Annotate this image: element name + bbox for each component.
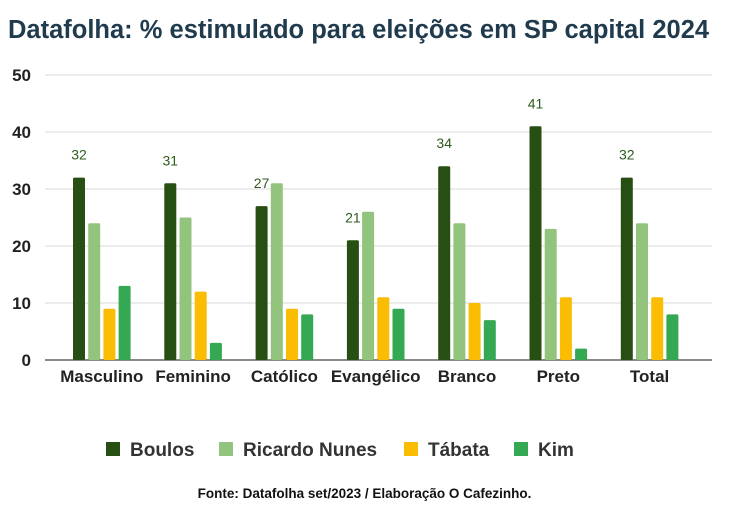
bar-boulos xyxy=(255,206,268,360)
legend-label: Ricardo Nunes xyxy=(243,440,377,461)
bar-ricardo-nunes xyxy=(453,223,466,360)
y-tick-label: 30 xyxy=(12,180,31,199)
data-label: 27 xyxy=(254,175,270,191)
bar-boulos xyxy=(346,240,359,360)
chart-title: Datafolha: % estimulado para eleições em… xyxy=(8,16,710,44)
bar-ricardo-nunes xyxy=(362,211,375,360)
source-note: Fonte: Datafolha set/2023 / Elaboração O… xyxy=(197,486,532,501)
bar-boulos xyxy=(529,126,542,360)
bar-ricardo-nunes xyxy=(88,223,101,360)
legend-swatch xyxy=(219,442,233,456)
y-tick-label: 10 xyxy=(12,294,31,313)
legend-swatch xyxy=(106,442,120,456)
data-label: 32 xyxy=(619,147,635,163)
bar-boulos xyxy=(164,183,177,360)
bar-chart: 0 10 20 30 40 50 32 31 27 21 34 41 32 Masculino Femi… xyxy=(12,66,712,461)
bar-kim xyxy=(575,348,588,360)
bar-tábata xyxy=(103,308,116,360)
x-category-label: Evangélico xyxy=(331,367,421,386)
bar-tábata xyxy=(468,303,481,360)
bar-kim xyxy=(301,314,314,360)
legend-label: Kim xyxy=(538,440,574,461)
bar-tábata xyxy=(286,308,298,360)
bar-boulos xyxy=(620,177,633,360)
bar-kim xyxy=(392,308,405,360)
data-label: 34 xyxy=(436,135,452,151)
legend-label: Tábata xyxy=(428,440,490,461)
bar-boulos xyxy=(73,177,85,360)
bar-kim xyxy=(483,320,496,360)
legend-swatch xyxy=(514,442,528,456)
y-tick-label: 20 xyxy=(12,237,31,256)
y-axis-ticks: 0 10 20 30 40 50 xyxy=(12,66,31,370)
data-label: 41 xyxy=(528,95,544,111)
bar-tábata xyxy=(559,297,572,360)
y-tick-label: 40 xyxy=(12,123,31,142)
bar-kim xyxy=(209,342,222,360)
legend-swatch xyxy=(404,442,418,456)
data-label: 32 xyxy=(71,147,87,163)
x-category-label: Branco xyxy=(438,367,497,386)
bar-tábata xyxy=(377,297,390,360)
x-category-label: Total xyxy=(630,367,669,386)
legend-label: Boulos xyxy=(130,440,194,461)
bar-ricardo-nunes xyxy=(636,223,648,360)
bar-kim xyxy=(666,314,679,360)
x-category-label: Masculino xyxy=(60,367,143,386)
x-category-label: Preto xyxy=(537,367,580,386)
bars xyxy=(73,126,679,360)
data-label: 31 xyxy=(163,152,179,168)
bar-boulos xyxy=(438,166,451,360)
bar-ricardo-nunes xyxy=(544,228,557,360)
y-tick-label: 50 xyxy=(12,66,31,85)
x-category-label: Feminino xyxy=(155,367,231,386)
x-axis-categories: Masculino Feminino Católico Evangélico Branc… xyxy=(60,367,669,386)
bar-tábata xyxy=(651,297,664,360)
x-category-label: Católico xyxy=(251,367,318,386)
bar-ricardo-nunes xyxy=(179,217,192,360)
legend: Boulos Ricardo Nunes Tábata Kim xyxy=(106,440,574,461)
y-tick-label: 0 xyxy=(22,351,31,370)
data-label: 21 xyxy=(345,209,361,225)
bar-ricardo-nunes xyxy=(270,183,283,360)
bar-kim xyxy=(118,285,131,360)
data-labels: 32 31 27 21 34 41 32 xyxy=(71,95,635,225)
bar-tábata xyxy=(194,291,207,360)
